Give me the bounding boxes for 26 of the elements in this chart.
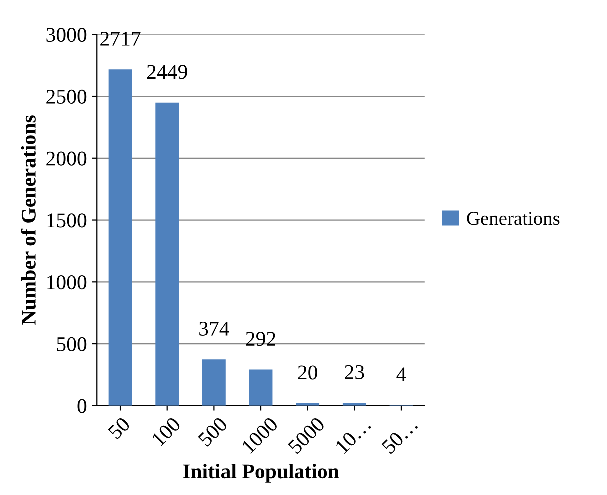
x-tick-label: 10… [334,418,372,454]
data-label: 20 [298,366,318,380]
x-tick-label: 100 [151,416,182,447]
bar [249,370,273,406]
bar [156,102,180,406]
bar [108,70,132,406]
data-label: 2717 [100,32,141,46]
y-tick-label: 2500 [46,90,87,104]
data-label: 2449 [147,65,188,80]
data-label: 23 [345,365,364,380]
data-label: 374 [200,322,230,336]
bar [202,360,226,406]
x-axis-title: Initial Population [183,464,340,483]
y-tick-label: 2000 [46,152,87,166]
y-tick-label: 3000 [46,28,87,42]
data-label: 4 [396,368,406,382]
legend-label: Generations [467,212,560,226]
y-axis-title: Number of Generations [21,116,36,326]
x-tick-label: 50 [108,416,132,440]
y-tick-label: 1000 [48,276,87,290]
data-label: 292 [246,332,276,346]
x-tick-label: 500 [198,416,228,448]
y-tick-label: 1500 [48,214,87,228]
y-tick-label: 0 [78,399,87,414]
x-tick-label: 50… [381,418,418,455]
y-tick-label: 500 [57,337,87,352]
